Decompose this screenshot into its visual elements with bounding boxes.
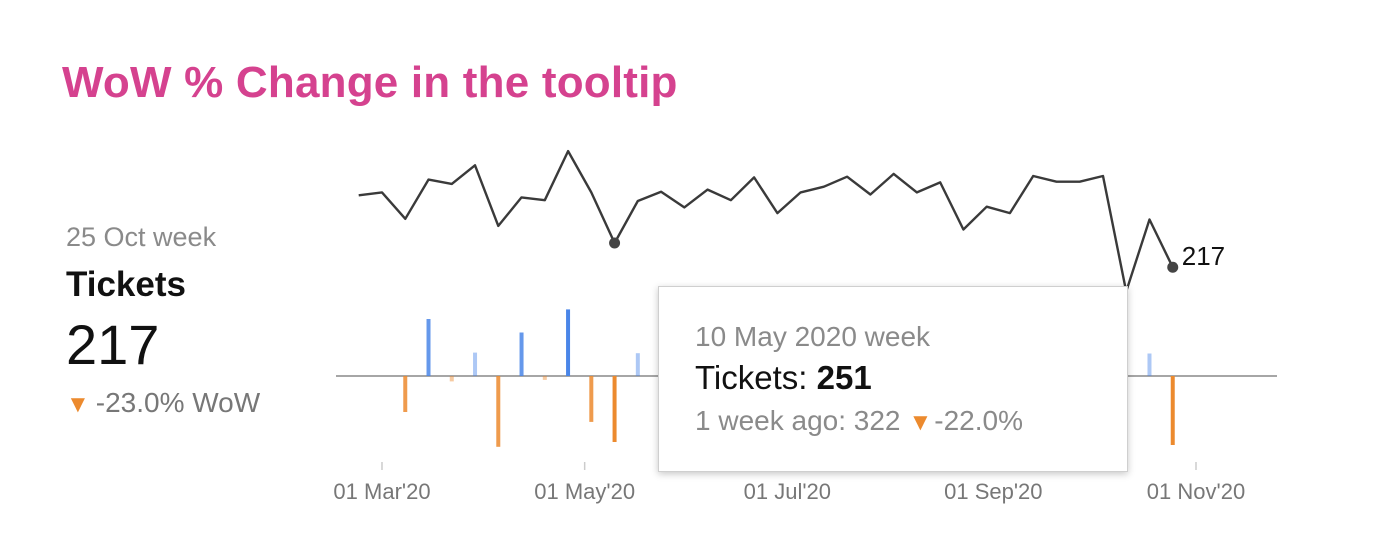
x-axis-tick-label: 01 Mar'20 bbox=[333, 479, 430, 504]
highlight-point bbox=[1167, 261, 1179, 273]
wow-bar-increase bbox=[426, 319, 431, 376]
wow-bar-decrease bbox=[542, 376, 547, 380]
kpi-change: ▼ -23.0% WoW bbox=[66, 387, 260, 419]
tooltip-label: Tickets: bbox=[695, 359, 808, 396]
kpi-metric-name: Tickets bbox=[66, 265, 186, 304]
wow-bar-decrease bbox=[449, 376, 454, 382]
kpi-value: 217 bbox=[66, 313, 160, 376]
wow-bar-increase bbox=[473, 352, 478, 376]
wow-bar-increase bbox=[519, 332, 524, 376]
x-axis-tick-label: 01 Nov'20 bbox=[1147, 479, 1245, 504]
x-axis-tick-label: 01 May'20 bbox=[534, 479, 635, 504]
wow-bar-increase bbox=[566, 309, 571, 376]
down-triangle-icon: ▼ bbox=[908, 409, 933, 436]
down-triangle-icon: ▼ bbox=[66, 391, 90, 418]
kpi-summary: 25 Oct week Tickets 217 ▼ -23.0% WoW bbox=[66, 222, 260, 419]
tooltip-value-row: Tickets: 251 bbox=[695, 359, 1127, 397]
tooltip-change: -22.0% bbox=[934, 405, 1023, 436]
kpi-change-text: -23.0% WoW bbox=[95, 387, 261, 418]
x-axis-tick-label: 01 Jul'20 bbox=[744, 479, 831, 504]
tooltip-week: 10 May 2020 week bbox=[695, 321, 931, 352]
data-label: 217 bbox=[1182, 241, 1225, 271]
tickets-line bbox=[358, 149, 1174, 293]
wow-bar-decrease bbox=[403, 376, 408, 412]
wow-bar-decrease bbox=[612, 376, 617, 442]
x-axis-tick-label: 01 Sep'20 bbox=[944, 479, 1042, 504]
kpi-week-label: 25 Oct week bbox=[66, 222, 217, 252]
wow-bar-increase bbox=[1147, 353, 1152, 376]
wow-bar-decrease bbox=[589, 376, 594, 422]
wow-bar-decrease bbox=[496, 376, 501, 447]
tooltip-value: 251 bbox=[816, 359, 872, 396]
chart-tooltip: 10 May 2020 week Tickets: 251 1 week ago… bbox=[658, 286, 1128, 472]
wow-bar-decrease bbox=[1170, 376, 1175, 445]
tooltip-previous-row: 1 week ago: 322 ▼-22.0% bbox=[695, 405, 1127, 437]
wow-bar-increase bbox=[635, 353, 640, 376]
page-title: WoW % Change in the tooltip bbox=[62, 58, 678, 107]
highlight-point bbox=[609, 237, 621, 249]
tooltip-previous: 1 week ago: 322 bbox=[695, 405, 901, 436]
